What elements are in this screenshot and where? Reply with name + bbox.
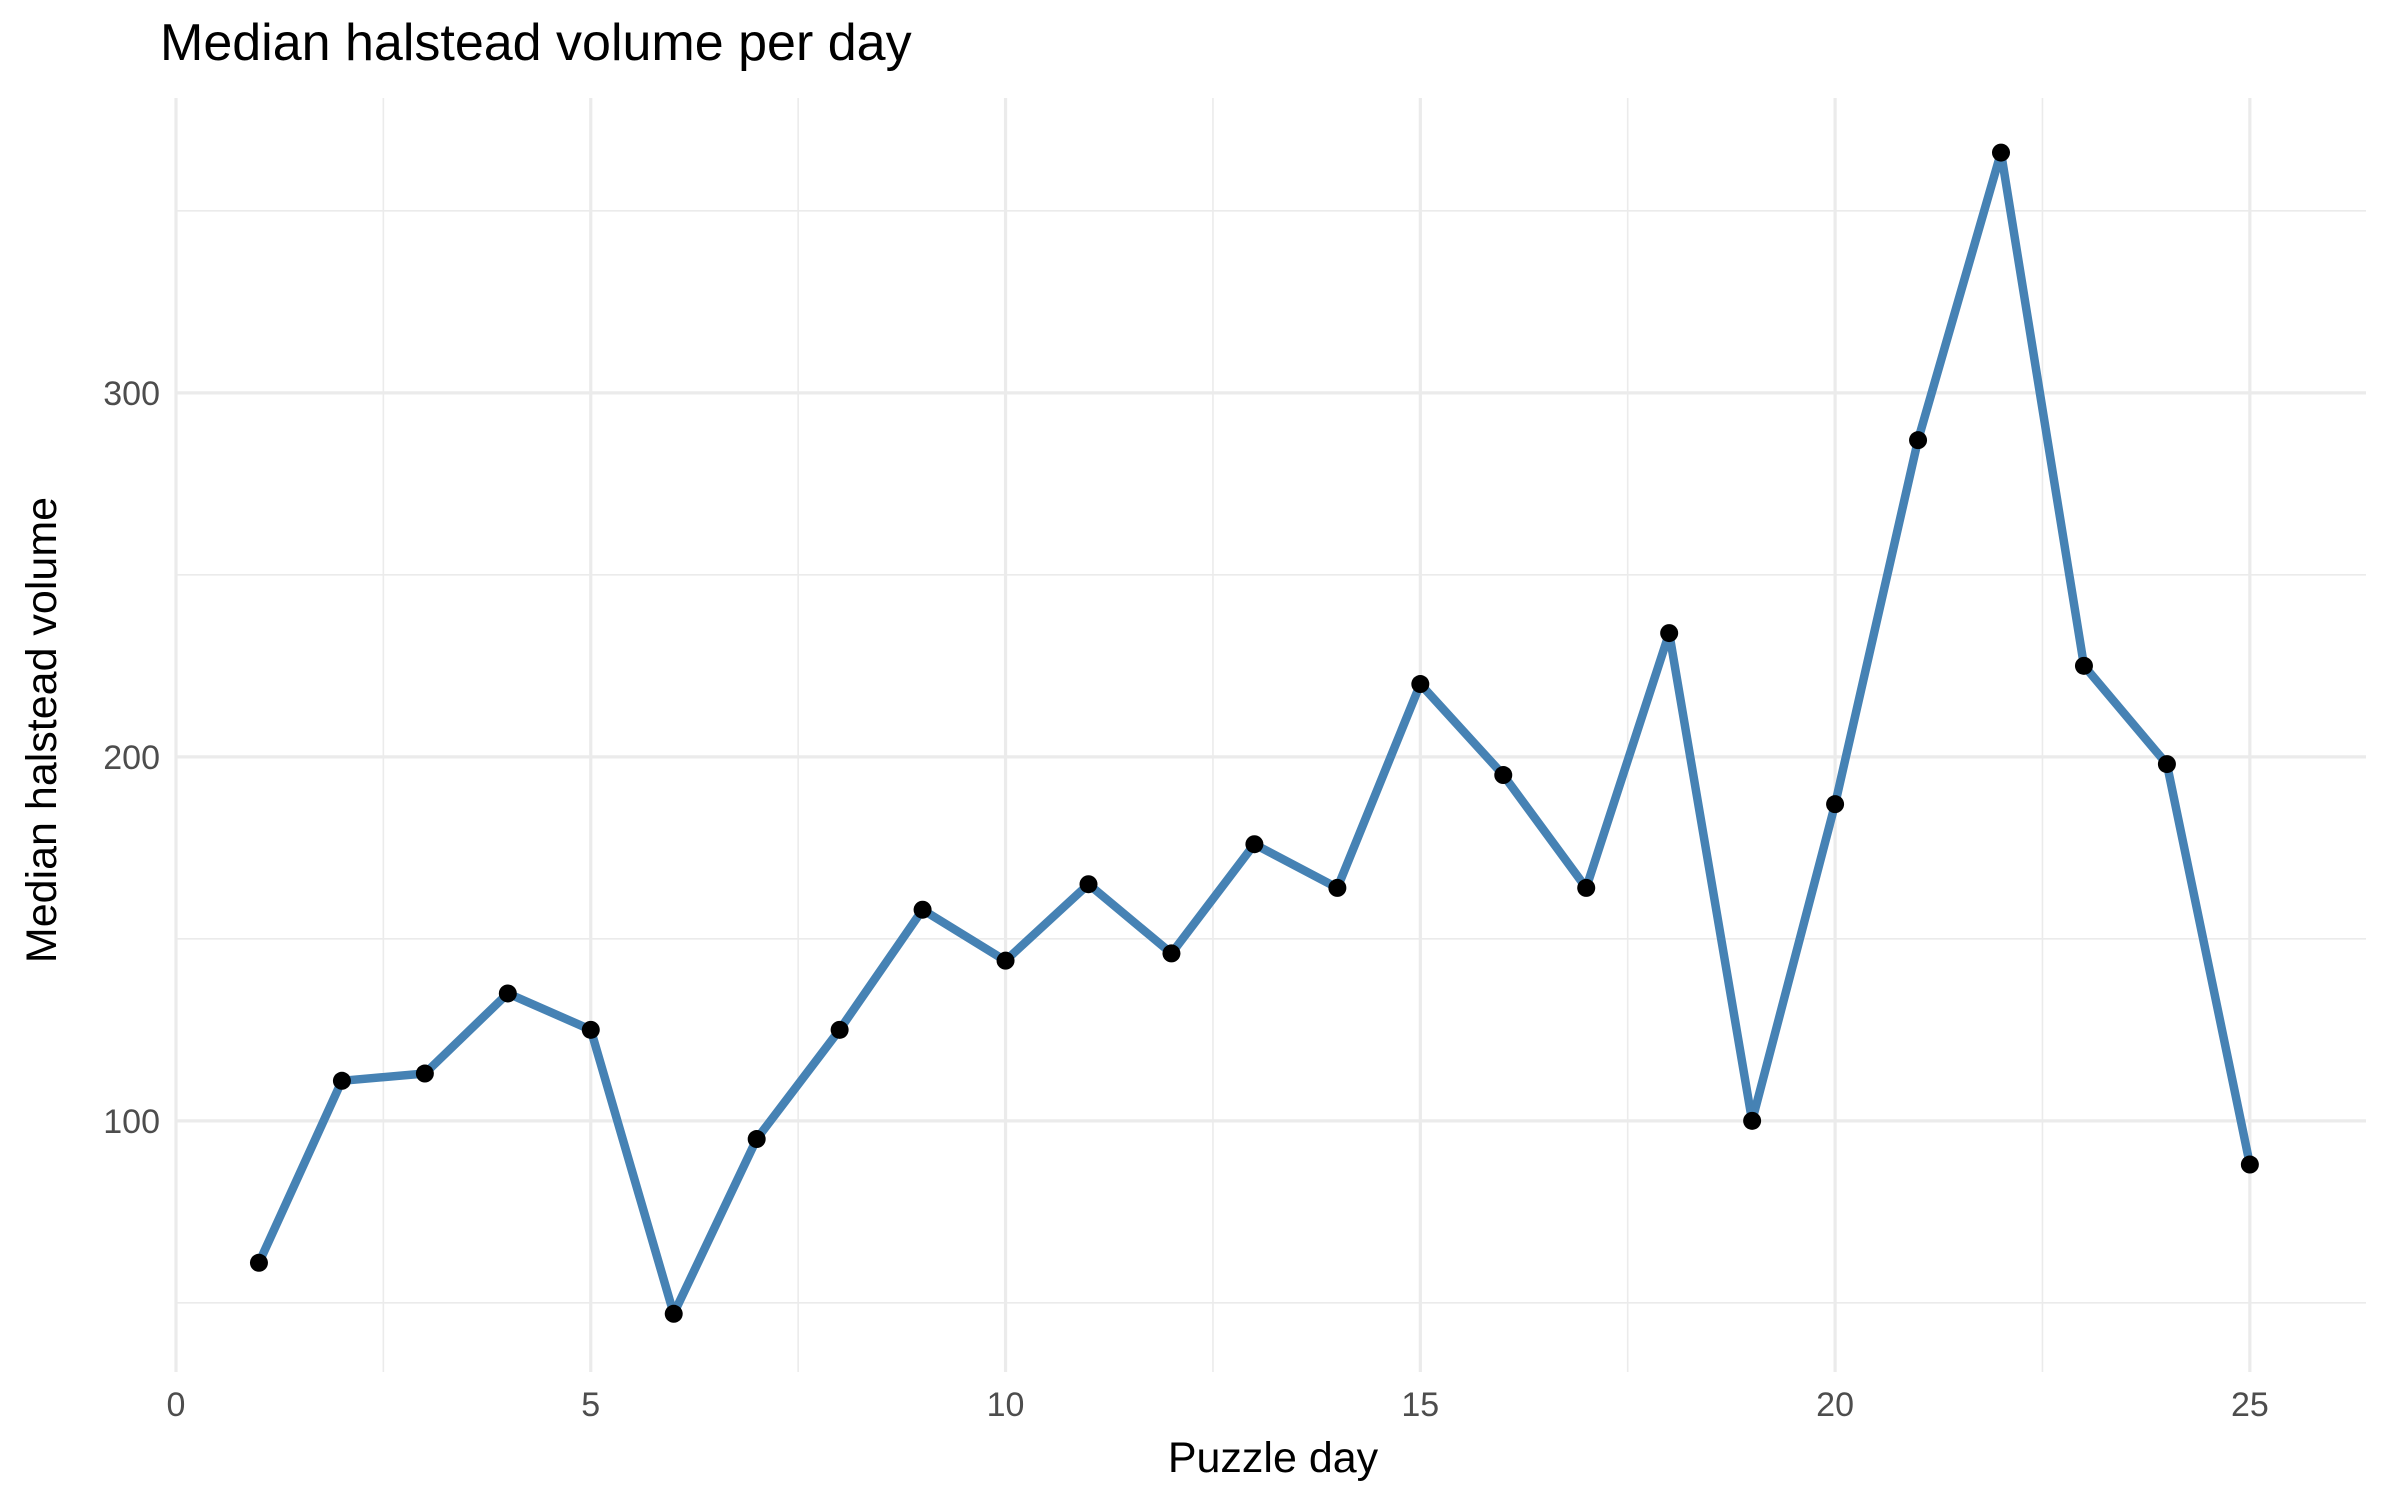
x-tick-label: 10 xyxy=(987,1386,1025,1424)
data-point xyxy=(747,1130,766,1149)
data-point xyxy=(1245,835,1264,854)
y-axis-label: Median halstead volume xyxy=(18,497,66,963)
y-tick-label: 300 xyxy=(103,375,160,413)
data-point xyxy=(913,900,932,919)
data-point xyxy=(1328,878,1347,897)
grid xyxy=(174,98,2366,1372)
data-point xyxy=(1909,431,1928,450)
x-tick-label: 0 xyxy=(167,1386,186,1424)
data-point xyxy=(2157,755,2176,774)
data-point xyxy=(830,1020,849,1039)
x-tick-label: 20 xyxy=(1816,1386,1854,1424)
x-tick-label: 15 xyxy=(1401,1386,1439,1424)
data-point xyxy=(249,1253,268,1272)
data-point xyxy=(1992,143,2010,162)
data-point xyxy=(1162,944,1181,963)
chart-title: Median halstead volume per day xyxy=(160,14,912,72)
points-layer xyxy=(249,143,2259,1323)
data-point xyxy=(2074,656,2093,675)
y-tick-label: 100 xyxy=(103,1103,160,1141)
x-axis-label: Puzzle day xyxy=(1168,1434,1379,1482)
data-point xyxy=(664,1304,683,1323)
tick-labels: 0 5 10 15 20 25 100 200 300 xyxy=(103,375,2269,1424)
data-point xyxy=(1494,766,1513,785)
data-point xyxy=(2240,1155,2259,1174)
series-layer xyxy=(255,148,2255,1319)
data-point xyxy=(415,1064,434,1083)
data-point xyxy=(1577,878,1596,897)
series-line xyxy=(255,148,2255,1319)
x-tick-label: 5 xyxy=(581,1386,600,1424)
data-point xyxy=(498,984,517,1003)
data-point xyxy=(1411,675,1430,694)
data-point xyxy=(996,951,1015,970)
x-tick-label: 25 xyxy=(2231,1386,2269,1424)
data-point xyxy=(1079,875,1098,894)
y-tick-label: 200 xyxy=(103,739,160,777)
data-point xyxy=(1743,1111,1762,1130)
data-point xyxy=(332,1071,351,1090)
data-point xyxy=(1826,795,1845,814)
data-point xyxy=(581,1020,600,1039)
data-point xyxy=(1660,624,1679,643)
